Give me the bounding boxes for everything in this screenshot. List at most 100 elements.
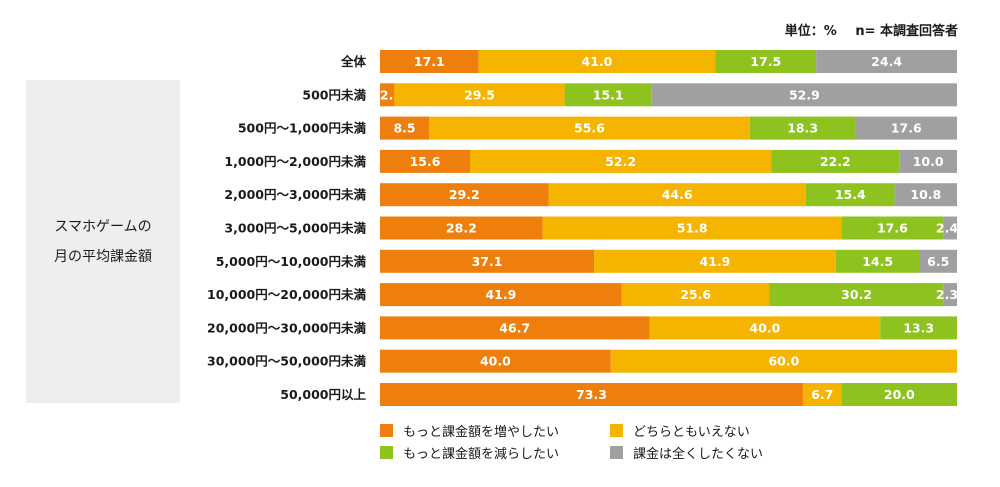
data-label: 52.9: [789, 87, 820, 102]
bar-segment-increase: [380, 149, 471, 173]
data-label: 13.3: [903, 320, 934, 335]
data-label: 17.6: [891, 121, 922, 136]
bar-segment-neutral: [542, 216, 842, 240]
legend: もっと課金額を増やしたい どちらともいえないもっと課金額を減らしたい 課金は全くした…: [380, 421, 860, 462]
data-label: 46.7: [499, 320, 530, 335]
data-label: 17.6: [877, 221, 908, 236]
data-label: 2.3: [936, 287, 958, 302]
bar-segment-neutral: [610, 349, 957, 373]
data-label: 40.0: [749, 320, 780, 335]
bar-segment-neutral: [429, 116, 750, 140]
data-label: 29.5: [464, 87, 495, 102]
category-label: 50,000円以上: [280, 387, 366, 402]
data-label: 15.6: [410, 154, 441, 169]
data-label: 6.7: [811, 387, 833, 402]
category-label: 30,000円～50,000円未満: [207, 354, 366, 369]
legend-label: 課金は全くしたくない: [633, 447, 764, 462]
bar-segment-neutral: [649, 316, 881, 340]
bar-segment-decrease: [841, 383, 957, 406]
bar-segment-none: [855, 116, 957, 140]
category-label: 20,000円～30,000円未満: [207, 320, 366, 335]
legend-swatch: [610, 424, 623, 437]
data-label: 2.4: [936, 221, 958, 236]
data-label: 20.0: [884, 387, 915, 402]
bar-segment-decrease: [880, 316, 957, 340]
category-label: 500円未満: [302, 87, 366, 102]
category-label: 2,000円～3,000円未満: [224, 187, 366, 202]
data-label: 8.5: [393, 121, 415, 136]
legend-item: どちらともいえない: [610, 421, 840, 440]
data-label: 25.6: [680, 287, 711, 302]
data-label: 40.0: [480, 354, 511, 369]
legend-label: どちらともいえない: [633, 425, 750, 440]
data-label: 17.5: [750, 54, 781, 69]
bar-segment-increase: [380, 83, 395, 107]
bar-segment-increase: [380, 316, 650, 340]
data-label: 6.5: [927, 254, 949, 269]
bar-segment-increase: [380, 216, 543, 240]
bar-segment-decrease: [835, 249, 920, 273]
data-label: 18.3: [787, 121, 818, 136]
bar-segment-decrease: [841, 216, 944, 240]
bar-segment-increase: [380, 349, 611, 373]
legend-label: もっと課金額を増やしたい: [403, 425, 560, 440]
bar-segment-decrease: [805, 183, 895, 207]
legend-item: 課金は全くしたくない: [610, 443, 840, 462]
data-label: 41.0: [582, 54, 613, 69]
group-label-line1: スマホゲームの: [54, 218, 152, 235]
category-label: 1,000円～2,000円未満: [224, 154, 366, 169]
group-label-line2: 月の平均課金額: [54, 248, 152, 265]
bar-segment-neutral: [478, 50, 716, 73]
unit-label: 単位：%: [784, 24, 837, 39]
bar-segment-none: [899, 149, 957, 173]
data-label: 29.2: [449, 187, 480, 202]
bar-segment-decrease: [749, 116, 856, 140]
bar-segment-increase: [380, 283, 622, 307]
legend-swatch: [380, 446, 393, 459]
bar-segment-neutral: [470, 149, 772, 173]
bar-segment-none: [651, 83, 957, 107]
unit-note: 単位：% n= 本調査回答者: [781, 20, 958, 39]
category-label: 10,000円～20,000円未満: [207, 287, 366, 302]
data-label: 17.1: [414, 54, 445, 69]
bar-segment-neutral: [802, 383, 842, 406]
data-label: 14.5: [862, 254, 893, 269]
bar-segment-increase: [380, 249, 595, 273]
data-label: 44.6: [662, 187, 693, 202]
legend-swatch: [610, 446, 623, 459]
bar-segment-increase: [380, 183, 549, 207]
data-label: 22.2: [820, 154, 851, 169]
bar-segment-none: [919, 249, 957, 273]
legend-item: もっと課金額を減らしたい: [380, 443, 610, 462]
data-label: 10.0: [913, 154, 944, 169]
bar-segment-increase: [380, 50, 479, 73]
data-label: 41.9: [700, 254, 731, 269]
bar-segment-increase: [380, 383, 803, 406]
data-label: 10.8: [910, 187, 941, 202]
bar-segment-decrease: [771, 149, 900, 173]
bar-segment-neutral: [394, 83, 565, 107]
data-label: 24.4: [871, 54, 902, 69]
bar-segment-neutral: [548, 183, 806, 207]
legend-item: もっと課金額を増やしたい: [380, 421, 610, 440]
bar-segment-decrease: [715, 50, 817, 73]
data-label: 60.0: [768, 354, 799, 369]
legend-label: もっと課金額を減らしたい: [403, 447, 560, 462]
category-label: 5,000円～10,000円未満: [216, 254, 367, 269]
data-label: 55.6: [574, 121, 605, 136]
data-label: 73.3: [576, 387, 607, 402]
bar-segment-decrease: [564, 83, 652, 107]
data-label: 15.4: [835, 187, 866, 202]
group-axis-label: スマホゲームの 月の平均課金額: [26, 80, 180, 403]
category-label: 全体: [340, 54, 367, 69]
bar-segment-none: [816, 50, 957, 73]
bar-segment-neutral: [594, 249, 836, 273]
bar-segment-neutral: [621, 283, 770, 307]
data-label: 30.2: [841, 287, 872, 302]
legend-swatch: [380, 424, 393, 437]
data-label: 52.2: [605, 154, 636, 169]
category-label: 500円～1,000円未満: [238, 121, 367, 136]
data-label: 28.2: [446, 221, 477, 236]
sample-note: n= 本調査回答者: [855, 24, 958, 39]
